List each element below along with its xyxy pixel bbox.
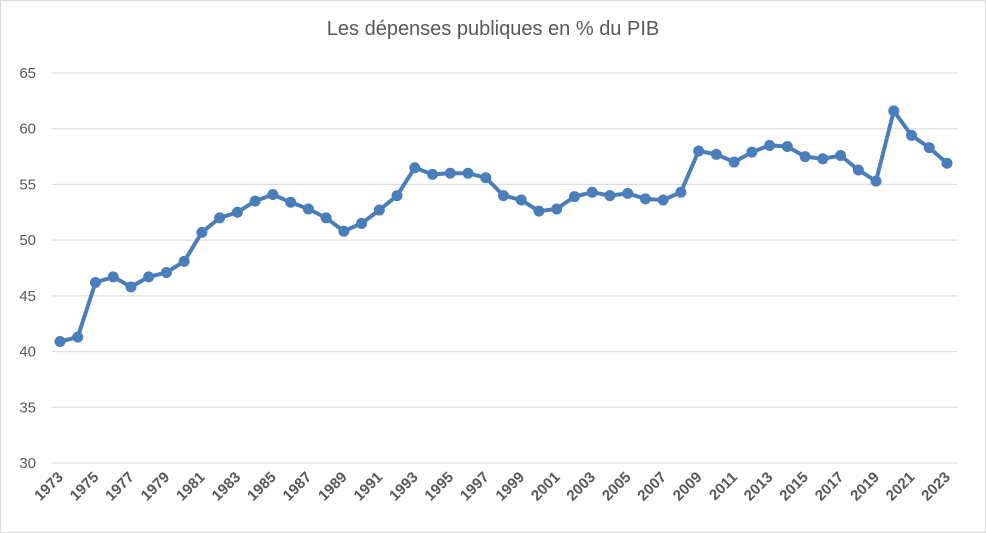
data-point-1974 <box>72 331 84 343</box>
series-line <box>58 108 949 344</box>
x-tick-label: 1991 <box>351 469 387 505</box>
data-point-1998 <box>498 190 509 202</box>
data-point-1979 <box>160 266 172 278</box>
data-point-2021 <box>906 129 918 141</box>
gridlines <box>52 72 958 464</box>
x-tick-label: 2003 <box>563 469 599 505</box>
data-point-1976 <box>107 271 119 283</box>
data-point-2006 <box>639 193 651 205</box>
data-point-2012 <box>746 146 758 158</box>
x-tick-label: 1981 <box>173 469 209 505</box>
x-tick-label: 2015 <box>776 469 812 505</box>
x-tick-label: 1983 <box>209 469 245 505</box>
y-tick-label: 40 <box>19 344 36 361</box>
data-point-2010 <box>710 148 722 160</box>
data-point-1988 <box>320 212 332 224</box>
data-point-1980 <box>178 255 190 267</box>
y-axis-ticks: 30 35 40 45 50 55 60 65 <box>19 65 36 472</box>
data-point-1975 <box>89 276 101 288</box>
x-tick-label: 2005 <box>599 469 635 505</box>
x-tick-label: 2023 <box>918 469 954 505</box>
x-tick-label: 1997 <box>457 469 493 505</box>
series-depenses-publiques <box>54 105 953 348</box>
y-tick-label: 50 <box>19 232 36 249</box>
data-point-1986 <box>285 196 297 208</box>
data-point-2022 <box>923 142 935 154</box>
data-point-1992 <box>391 190 403 202</box>
data-point-1982 <box>214 212 226 224</box>
data-point-2018 <box>852 164 864 176</box>
data-point-2004 <box>604 190 616 202</box>
x-tick-label: 1993 <box>386 469 422 505</box>
data-point-1985 <box>267 188 279 200</box>
x-tick-label: 2019 <box>847 469 883 505</box>
chart-title: Les dépenses publiques en % du PIB <box>326 18 660 40</box>
x-tick-label: 2017 <box>812 469 848 505</box>
data-point-1989 <box>338 225 350 237</box>
x-tick-label: 1975 <box>67 469 103 505</box>
x-tick-label: 2021 <box>883 469 919 505</box>
data-point-2014 <box>781 141 793 153</box>
x-tick-label: 1995 <box>421 469 457 505</box>
data-point-2003 <box>586 186 598 198</box>
y-tick-label: 30 <box>19 455 36 472</box>
data-point-1983 <box>231 206 243 218</box>
x-tick-label: 1999 <box>492 469 528 505</box>
data-point-1977 <box>125 281 137 293</box>
data-point-1996 <box>462 167 474 179</box>
x-tick-label: 1985 <box>244 469 280 505</box>
data-point-1990 <box>356 217 368 229</box>
data-point-2016 <box>817 153 829 165</box>
data-point-1995 <box>444 167 456 179</box>
data-point-2011 <box>728 156 740 168</box>
data-point-2023 <box>941 157 953 169</box>
data-point-2005 <box>622 187 634 199</box>
data-point-2008 <box>675 186 687 198</box>
data-point-1987 <box>302 203 314 215</box>
x-tick-label: 2001 <box>528 469 564 505</box>
x-tick-label: 2009 <box>670 469 706 505</box>
data-point-2019 <box>870 175 882 187</box>
data-point-1999 <box>515 194 527 206</box>
y-tick-label: 65 <box>19 65 36 82</box>
y-tick-label: 60 <box>19 121 36 138</box>
data-point-2015 <box>799 151 811 163</box>
y-tick-label: 45 <box>19 288 36 305</box>
x-tick-label: 1987 <box>280 469 316 505</box>
data-point-1994 <box>427 168 439 180</box>
x-tick-label: 2011 <box>706 469 741 504</box>
x-tick-label: 1979 <box>138 469 174 505</box>
y-tick-label: 55 <box>19 176 36 193</box>
x-tick-label: 1973 <box>31 469 67 505</box>
data-point-2002 <box>568 191 580 203</box>
x-tick-label: 1989 <box>315 469 351 505</box>
data-point-1981 <box>196 226 208 238</box>
data-point-2001 <box>551 203 563 215</box>
x-tick-label: 2007 <box>634 469 670 505</box>
x-tick-label: 1977 <box>102 469 138 505</box>
x-axis-ticks: 1973 1975 1977 1979 1981 1983 1985 1987 1989 1991… <box>31 469 954 505</box>
data-point-2007 <box>657 194 669 206</box>
data-point-1973 <box>54 336 66 348</box>
data-point-2017 <box>835 149 847 161</box>
data-point-1993 <box>409 162 421 174</box>
data-point-1984 <box>249 195 261 207</box>
data-point-2020 <box>888 105 900 117</box>
data-point-1991 <box>373 204 385 216</box>
data-point-1997 <box>480 172 492 184</box>
x-tick-label: 2013 <box>741 469 777 505</box>
data-point-1978 <box>143 271 155 283</box>
data-point-2009 <box>693 145 705 157</box>
data-point-2000 <box>533 205 545 217</box>
data-point-2013 <box>764 139 776 151</box>
y-tick-label: 35 <box>19 399 36 416</box>
